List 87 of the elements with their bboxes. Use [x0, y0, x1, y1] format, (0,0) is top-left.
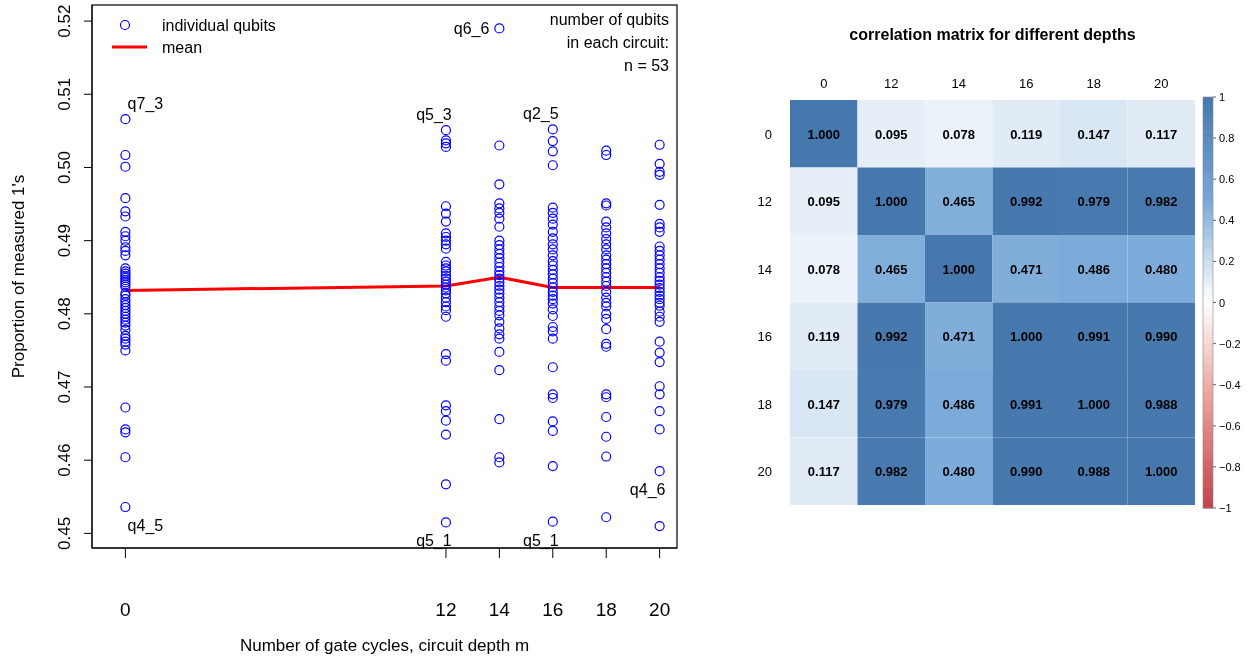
color-bar-label: −0.8	[1219, 460, 1241, 473]
x-tick-label: 12	[884, 76, 899, 91]
y-tick-label: 0.48	[55, 297, 74, 331]
annotation: q2_5	[522, 105, 559, 124]
color-bar-label: 0	[1219, 296, 1226, 309]
data-label: 1.000	[1144, 464, 1178, 480]
chart-title: correlation matrix for different depths	[849, 26, 1136, 43]
data-label: 0.988	[1144, 396, 1178, 412]
x-tick-label: 16	[1019, 76, 1034, 91]
color-bar-label: 1	[1219, 91, 1226, 103]
x-tick-label: 20	[1154, 76, 1169, 91]
x-tick-label: 14	[951, 76, 966, 91]
data-label: 0.147	[1077, 126, 1111, 142]
data-label: 0.982	[874, 464, 908, 480]
annotation: q5_3	[416, 106, 452, 125]
data-label: 0.465	[942, 194, 976, 210]
annotation: q4_5	[127, 517, 164, 536]
y-tick-label: 0.46	[55, 443, 74, 477]
color-bar-label: 0.2	[1219, 255, 1235, 268]
legend-label: mean	[162, 39, 203, 56]
x-tick-label: 0	[120, 599, 131, 620]
x-tick-label: 12	[435, 599, 457, 620]
color-bar-label: 0.8	[1219, 132, 1235, 145]
annotation: number of qubits in each circuit: n = 53	[549, 11, 670, 74]
data-label: 0.119	[807, 329, 840, 345]
y-tick-label: 12	[757, 194, 772, 210]
data-label: 0.078	[942, 126, 976, 142]
y-tick-label: 20	[757, 464, 772, 480]
data-label: 0.119	[1010, 126, 1043, 142]
data-label: 0.992	[1009, 194, 1043, 210]
y-tick-label: 0.52	[55, 4, 74, 38]
x-tick-label: 18	[1086, 76, 1101, 91]
data-label: 0.117	[807, 464, 840, 480]
data-label: 1.000	[942, 261, 976, 277]
color-bar-label: 0.6	[1219, 173, 1235, 186]
color-bar-label: −1	[1219, 502, 1232, 514]
y-tick-label: 0.45	[55, 516, 74, 550]
data-label: 0.471	[942, 329, 976, 345]
y-tick-label: 0.50	[55, 150, 74, 185]
annotation: q7_3	[127, 95, 164, 114]
color-bar-label: −0.4	[1219, 378, 1241, 391]
y-tick-label: 0.49	[55, 224, 74, 258]
y-tick-label: 0.47	[55, 370, 74, 404]
data-label: 0.486	[942, 396, 976, 412]
y-tick-label: 18	[757, 396, 772, 412]
x-tick-label: 16	[542, 599, 564, 620]
data-label: 1.000	[874, 194, 908, 210]
data-label: 0.990	[1009, 464, 1043, 480]
x-tick-label: 0	[820, 76, 828, 91]
data-label: 0.991	[1009, 396, 1043, 412]
data-label: 0.988	[1077, 464, 1111, 480]
data-label: 0.117	[1145, 126, 1178, 142]
data-label: 0.480	[942, 464, 976, 480]
data-label: 0.147	[807, 396, 841, 412]
legend-label: individual qubits	[162, 17, 276, 34]
y-tick-label: 0.51	[55, 77, 74, 111]
y-axis-title: Proportion of measured 1's	[9, 174, 28, 379]
x-tick-label: 18	[595, 599, 617, 620]
data-label: 0.095	[807, 194, 841, 210]
data-label: 0.095	[874, 126, 908, 142]
data-label: 0.471	[1009, 261, 1043, 277]
data-label: 0.990	[1144, 329, 1178, 345]
color-bar-label: −0.6	[1219, 419, 1241, 432]
data-label: 0.078	[807, 261, 841, 277]
data-label: 0.982	[1144, 194, 1178, 210]
data-label: 0.992	[874, 329, 908, 345]
y-tick-label: 14	[757, 261, 772, 277]
data-label: 1.000	[807, 126, 841, 142]
data-label: 0.991	[1077, 329, 1111, 345]
data-label: 1.000	[1009, 329, 1043, 345]
data-label: 0.480	[1144, 261, 1178, 277]
x-tick-label: 14	[488, 599, 511, 620]
annotation: q5_1	[522, 531, 559, 550]
data-label: 0.979	[1077, 194, 1111, 210]
data-label: 0.979	[874, 396, 908, 412]
annotation: q5_1	[416, 532, 452, 551]
x-axis-title: Number of gate cycles, circuit depth m	[239, 636, 530, 655]
color-bar-label: −0.2	[1219, 337, 1241, 350]
x-tick-label: 20	[649, 599, 671, 620]
data-label: 0.465	[874, 261, 908, 277]
data-label: 1.000	[1077, 396, 1111, 412]
annotation: q6_6	[453, 20, 490, 39]
annotation: q4_6	[629, 481, 666, 500]
data-label: 0.486	[1077, 261, 1111, 277]
y-tick-label: 0	[764, 126, 772, 142]
color-bar-label: 0.4	[1219, 214, 1235, 227]
y-tick-label: 16	[757, 329, 772, 345]
